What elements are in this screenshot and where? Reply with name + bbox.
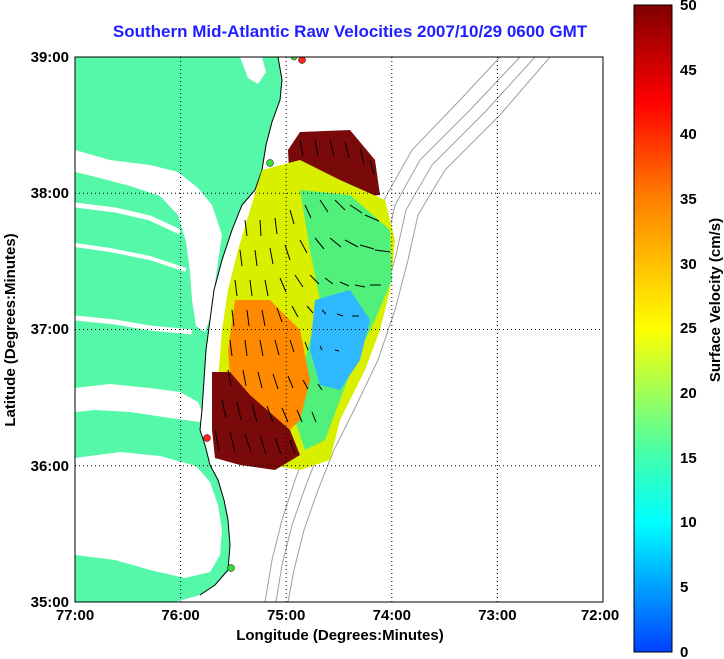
station-marker bbox=[266, 159, 274, 167]
colorbar bbox=[633, 4, 673, 653]
map-title: Southern Mid-Atlantic Raw Velocities 200… bbox=[112, 22, 588, 41]
station-marker bbox=[290, 57, 298, 61]
colorbar-tick-label: 0 bbox=[680, 644, 688, 659]
colorbar-tick-label: 45 bbox=[680, 62, 697, 79]
grid-lines bbox=[75, 57, 603, 602]
x-tick-label: 76:00 bbox=[161, 607, 199, 624]
colorbar-tick-label: 5 bbox=[680, 579, 688, 596]
colorbar-tick-label: 20 bbox=[680, 385, 697, 402]
x-tick-label: 73:00 bbox=[478, 607, 516, 624]
colorbar-tick-label: 25 bbox=[680, 320, 697, 337]
station-markers bbox=[203, 57, 306, 572]
colorbar-tick-label: 35 bbox=[680, 191, 697, 208]
pamlico-sound bbox=[75, 452, 222, 578]
delaware-bay bbox=[240, 57, 266, 84]
x-tick-label: 77:00 bbox=[56, 607, 94, 624]
y-tick-label: 35:00 bbox=[31, 594, 69, 611]
river-potomac bbox=[75, 202, 182, 235]
colorbar-label: Surface Velocity (cm/s) bbox=[707, 218, 724, 382]
y-tick-label: 36:00 bbox=[31, 458, 69, 475]
y-tick-label: 37:00 bbox=[31, 321, 69, 338]
x-tick-label: 74:00 bbox=[373, 607, 411, 624]
velocity-vectors bbox=[214, 139, 391, 455]
x-axis-label: Longitude (Degrees:Minutes) bbox=[236, 627, 444, 644]
station-marker bbox=[203, 434, 211, 442]
colorbar-tick-label: 30 bbox=[680, 256, 697, 273]
albemarle-sound bbox=[75, 384, 202, 422]
y-axis-ticks: 39:00 38:00 37:00 36:00 35:00 bbox=[31, 49, 69, 611]
velocity-zone-slow bbox=[310, 290, 370, 390]
colorbar-ticks: 50 45 40 35 30 25 20 15 10 5 0 bbox=[680, 0, 697, 659]
velocity-field bbox=[212, 130, 395, 470]
x-axis-ticks: 77:00 76:00 75:00 74:00 73:00 72:00 bbox=[56, 607, 619, 624]
colorbar-tick-label: 10 bbox=[680, 514, 697, 531]
y-tick-label: 38:00 bbox=[31, 185, 69, 202]
station-marker bbox=[227, 564, 235, 572]
colorbar-tick-label: 40 bbox=[680, 126, 697, 143]
plot-frame bbox=[74, 56, 604, 603]
x-tick-label: 72:00 bbox=[581, 607, 619, 624]
river-rappahannock bbox=[75, 243, 187, 272]
colorbar-tick-label: 15 bbox=[680, 450, 697, 467]
colorbar-tick-label: 50 bbox=[680, 0, 697, 14]
x-tick-label: 75:00 bbox=[267, 607, 305, 624]
y-axis-label: Latitude (Degrees:Minutes) bbox=[2, 233, 19, 426]
chesapeake-bay bbox=[75, 150, 222, 332]
station-marker bbox=[298, 57, 306, 64]
coastline bbox=[199, 57, 283, 596]
y-tick-label: 39:00 bbox=[31, 49, 69, 66]
